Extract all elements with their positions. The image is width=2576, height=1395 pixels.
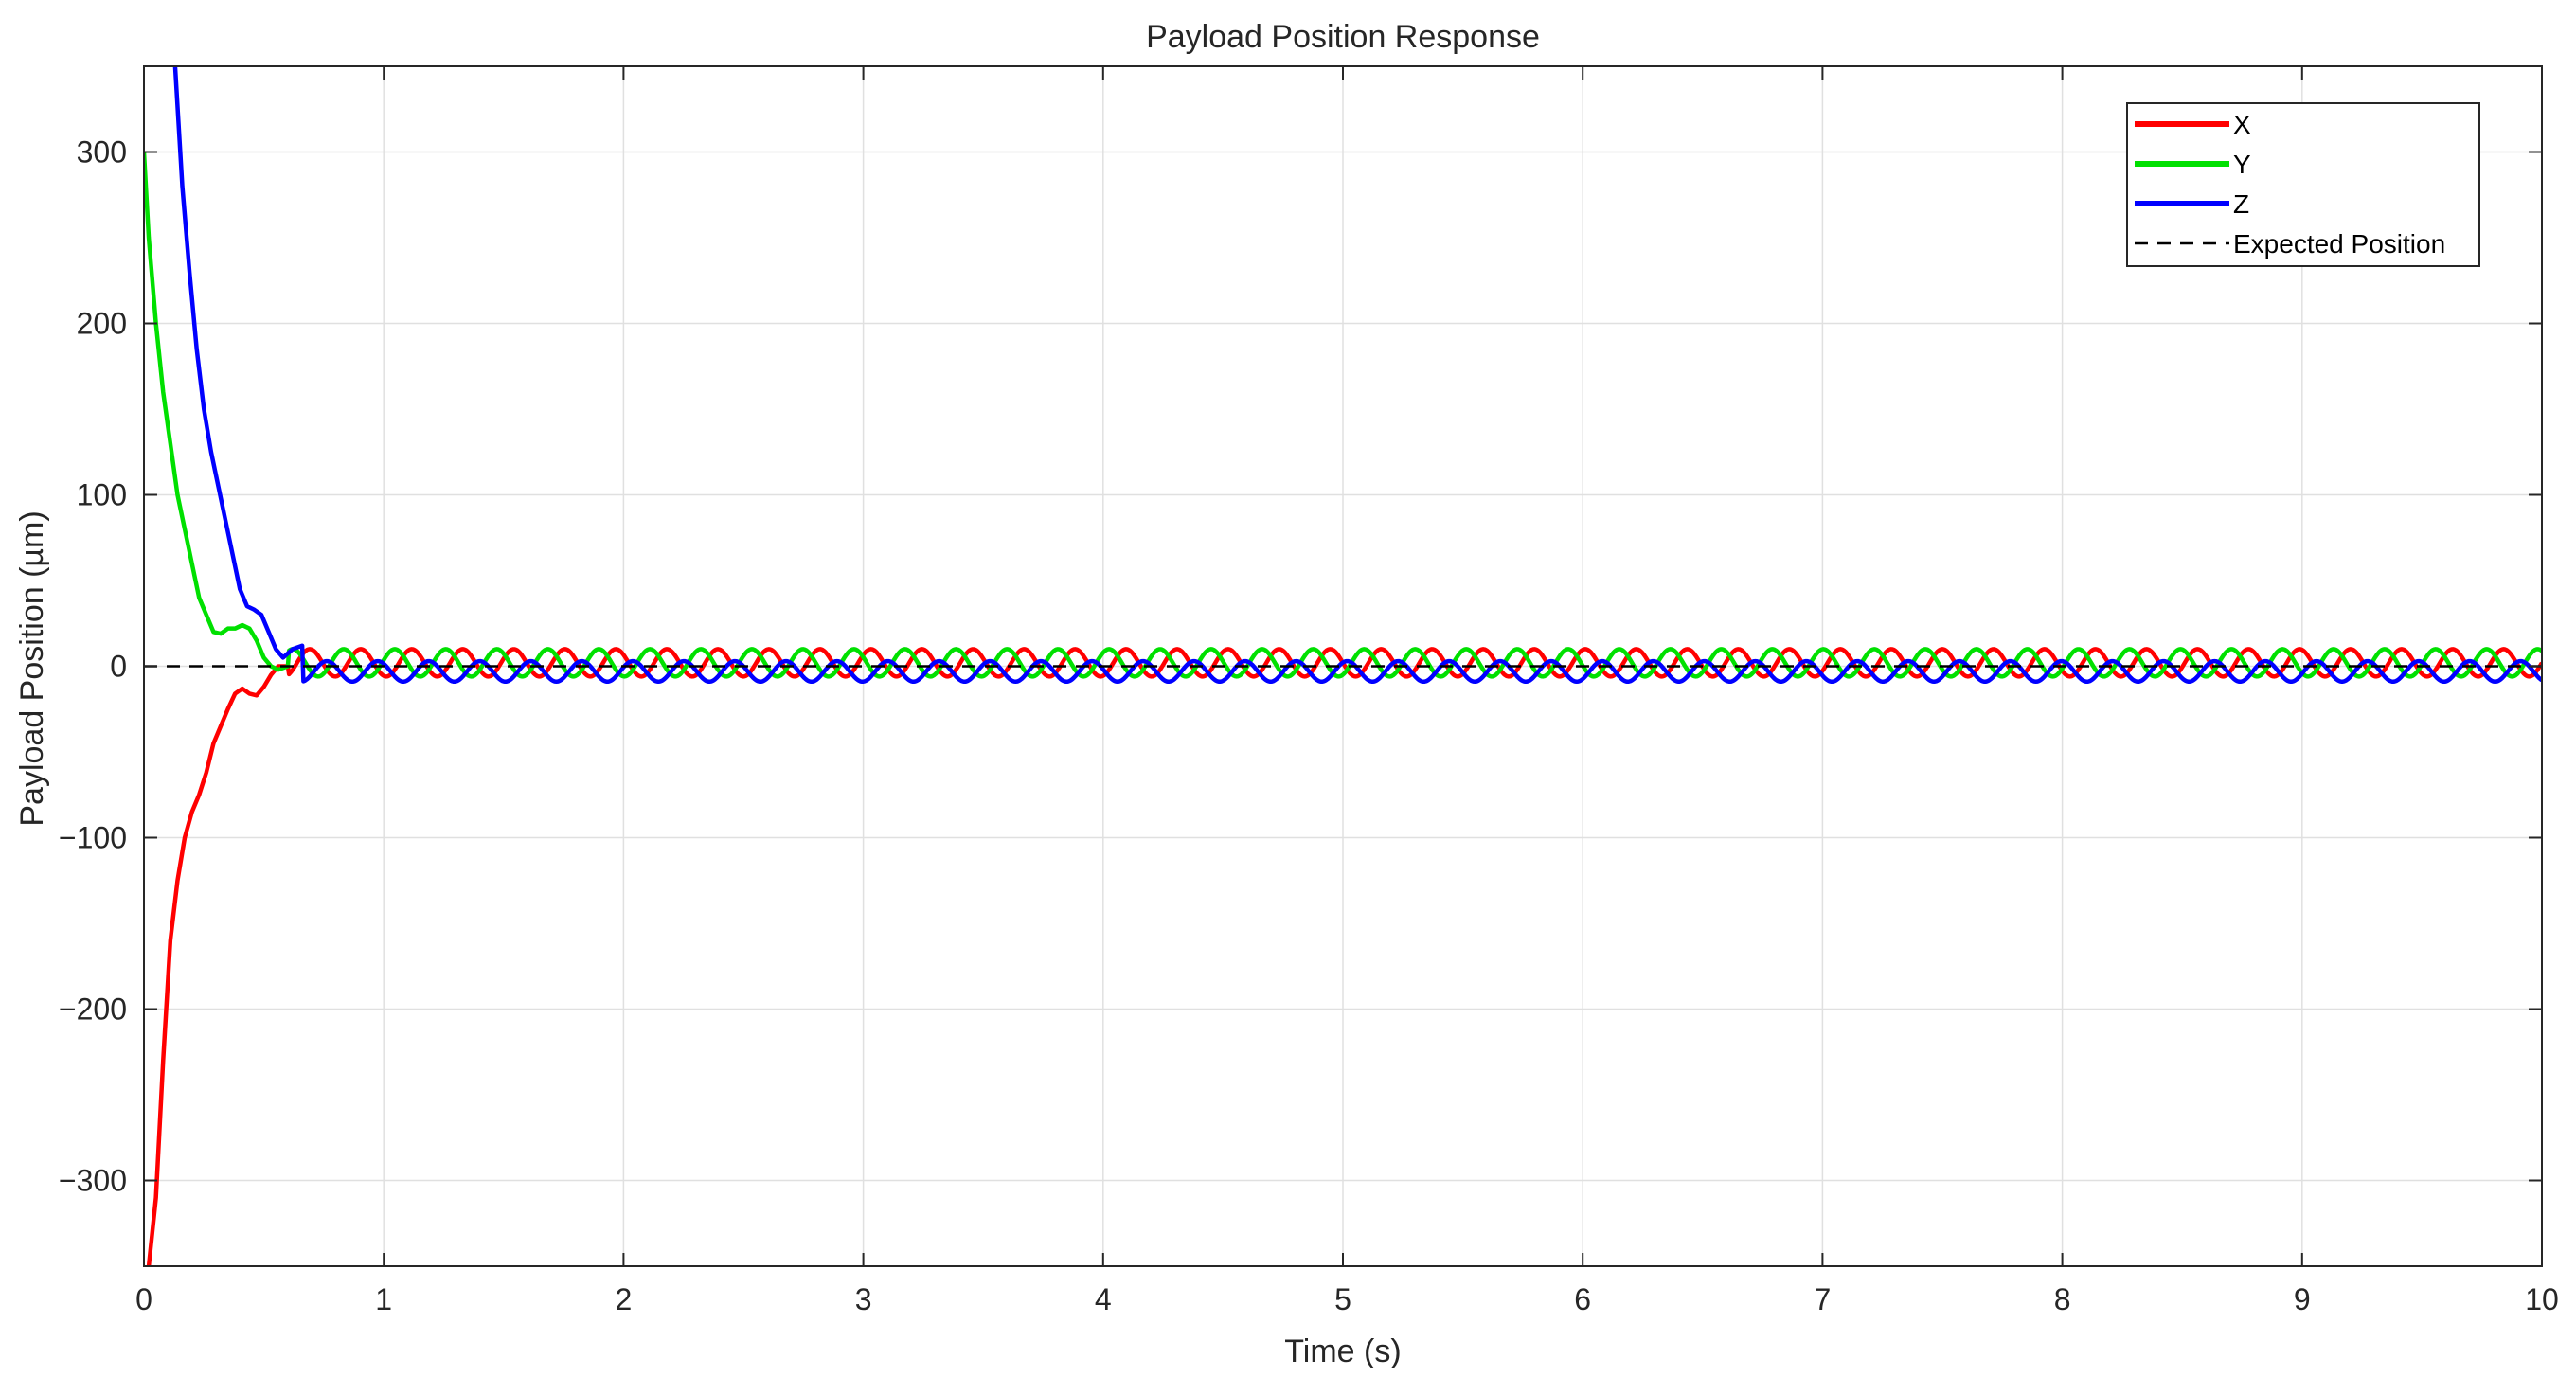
y-tick-label-4: 100 [77,478,127,512]
x-tick-label-4: 4 [1095,1282,1112,1316]
x-tick-label-5: 5 [1334,1282,1351,1316]
chart-title: Payload Position Response [1146,19,1540,55]
x-axis-label: Time (s) [1284,1333,1401,1369]
y-tick-label-3: 0 [110,650,127,684]
x-tick-label-8: 8 [2054,1282,2071,1316]
series-line-z [172,66,2542,685]
legend-box [2126,102,2480,267]
y-axis-label: Payload Position (µm) [14,510,50,826]
x-tick-label-10: 10 [2525,1282,2559,1316]
y-tick-label-5: 200 [77,307,127,341]
x-tick-label-9: 9 [2294,1282,2311,1316]
x-tick-label-1: 1 [375,1282,392,1316]
x-tick-label-0: 0 [135,1282,152,1316]
series-layer [144,66,2542,1266]
y-tick-label-1: −200 [59,993,127,1027]
legend-label-expected-position: Expected Position [2233,229,2445,259]
legend-label-y: Y [2233,150,2251,179]
y-tick-label-2: −100 [59,821,127,855]
x-tick-label-7: 7 [1815,1282,1832,1316]
tick-layer: 0 1 2 3 4 5 6 7 8 9 10 −300 −200 −100 0 100 200 300 [59,66,2559,1316]
x-tick-label-2: 2 [616,1282,633,1316]
legend-label-z: Z [2233,189,2249,219]
legend: XYZ Expected Position [2126,102,2480,267]
x-tick-label-3: 3 [855,1282,872,1316]
legend-label-x: X [2233,110,2251,139]
y-tick-label-0: −300 [59,1164,127,1198]
y-tick-label-6: 300 [77,135,127,170]
x-tick-label-6: 6 [1574,1282,1591,1316]
